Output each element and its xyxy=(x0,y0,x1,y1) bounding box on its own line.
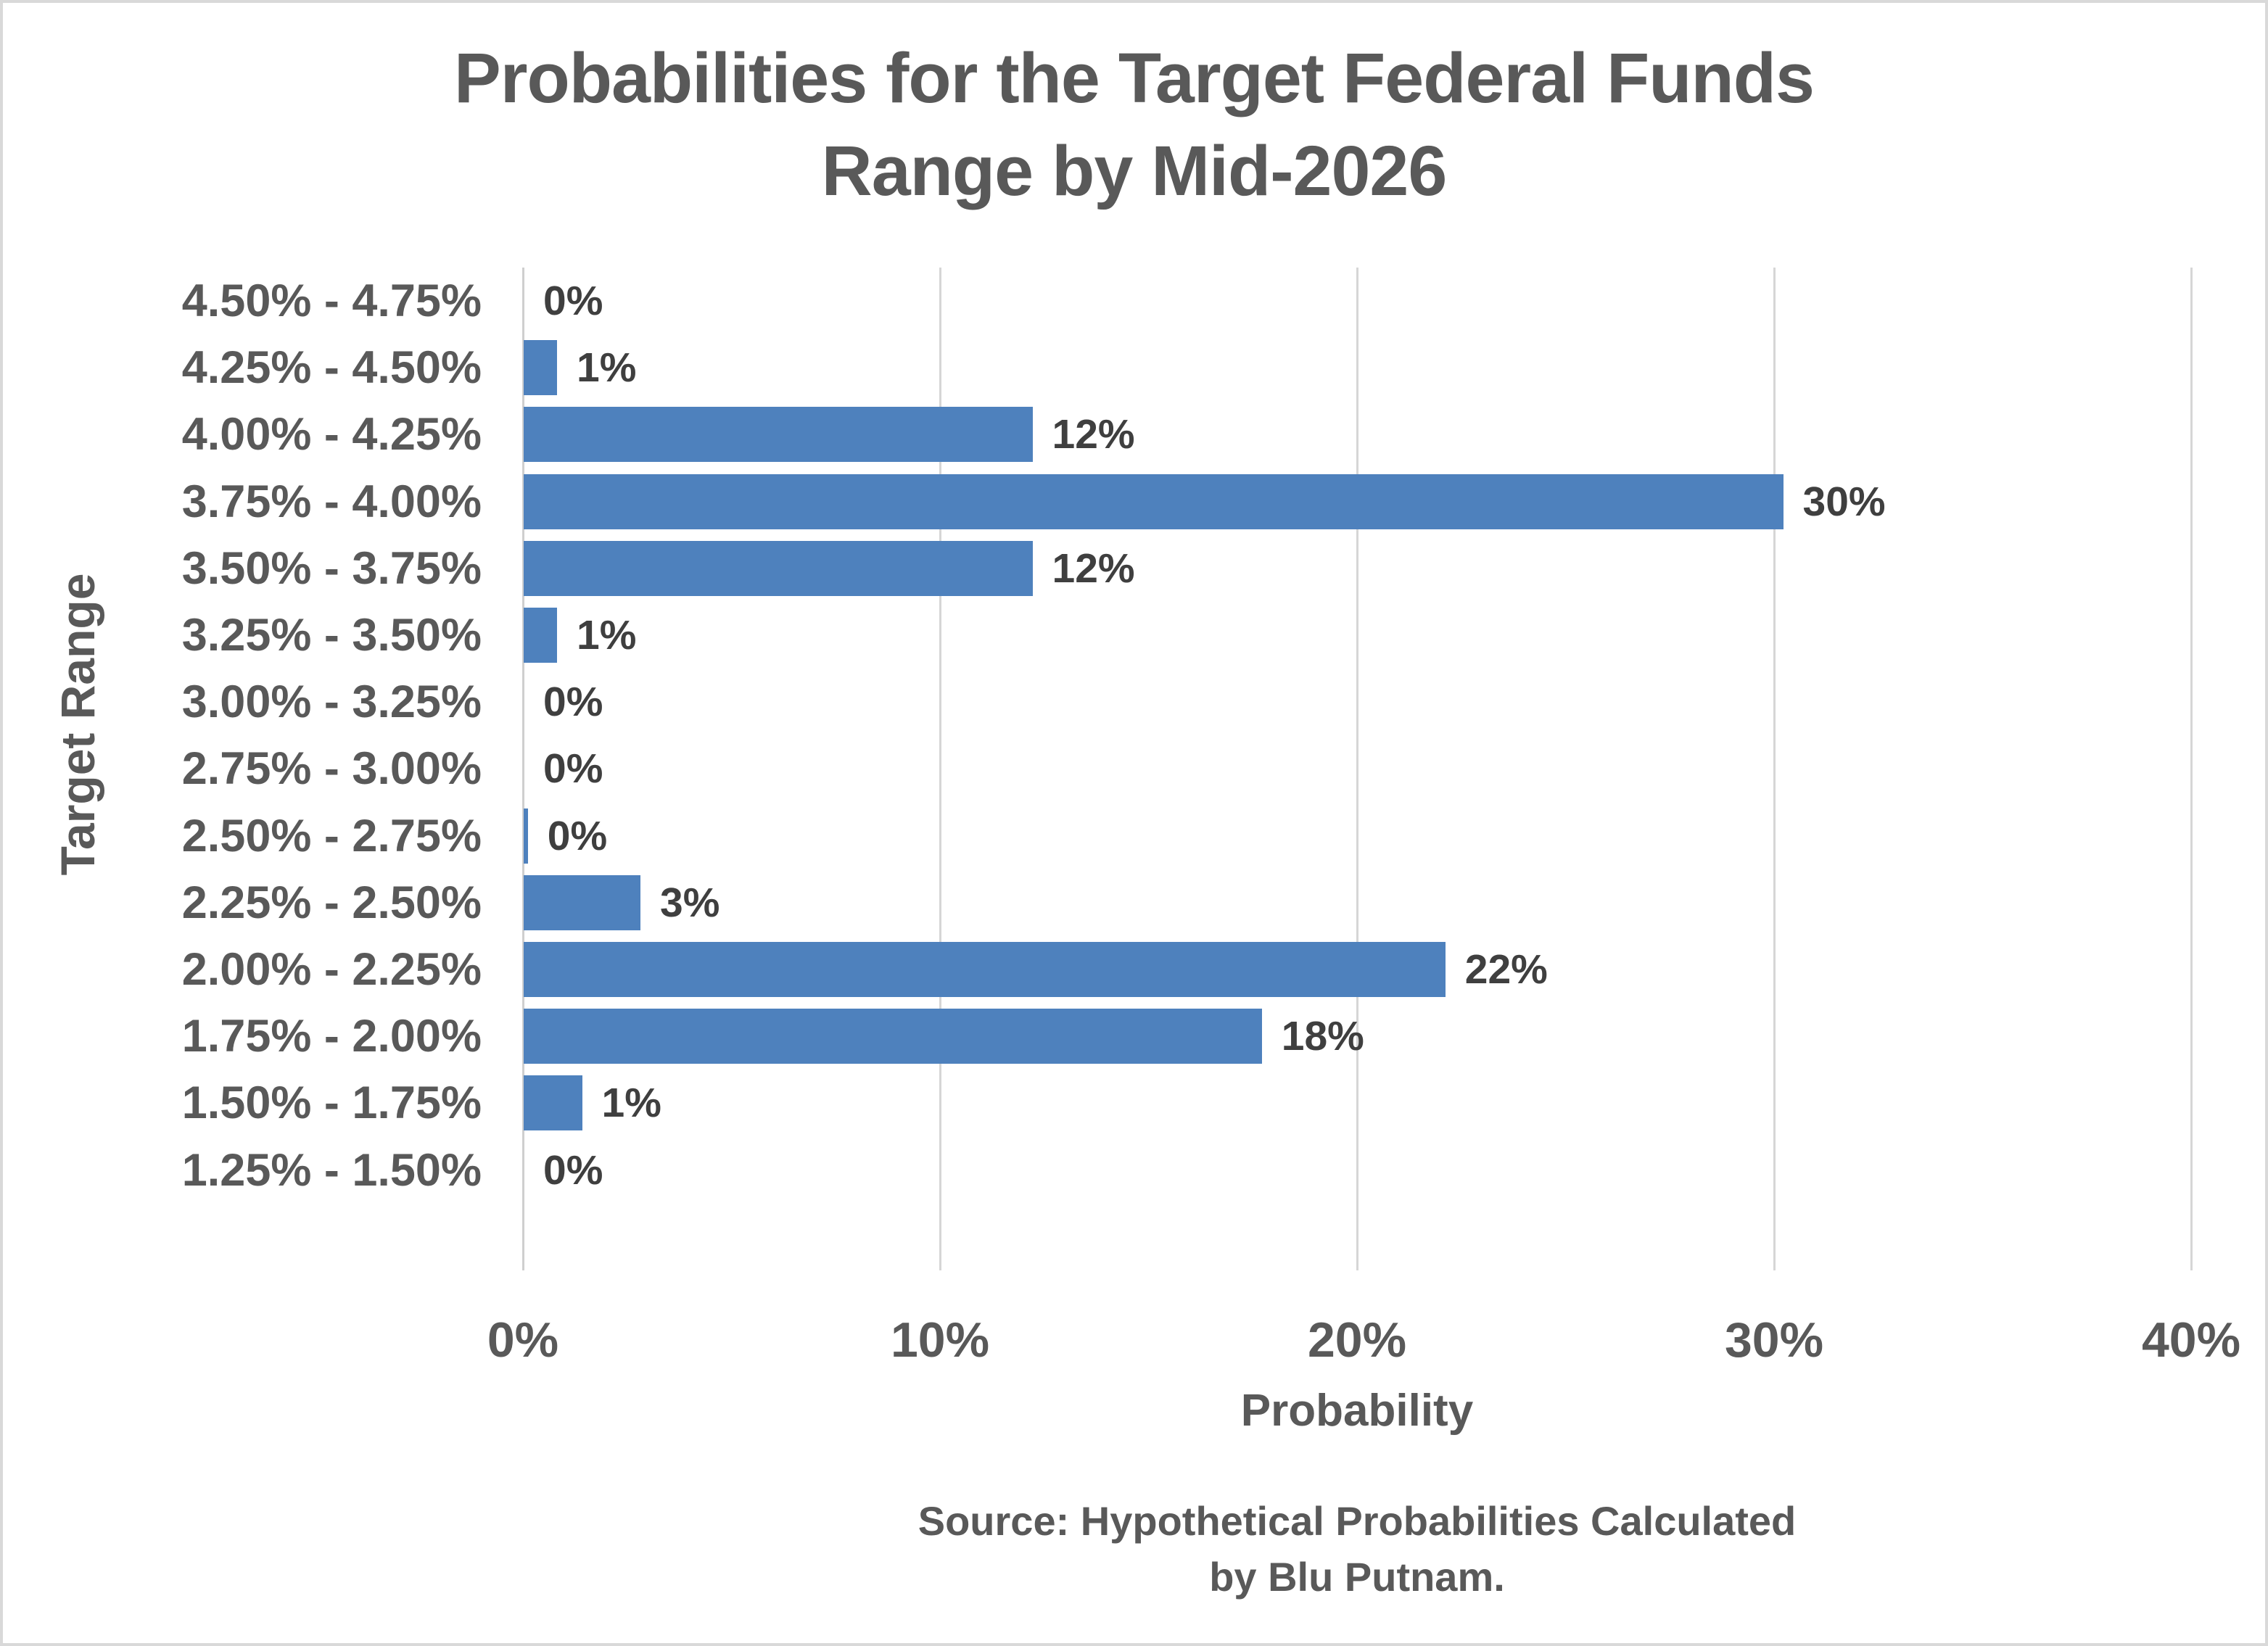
bar-row: 1% xyxy=(523,1070,2191,1136)
category-label: 1.25% - 1.50% xyxy=(181,1144,482,1196)
source-line-1: Source: Hypothetical Probabilities Calcu… xyxy=(917,1498,1797,1544)
plot-area: 0% 1% 12% 30% 12% 1% 0% 0% 0% 3% 22% 18% 1% 0% xyxy=(521,268,2193,1270)
category-label: 3.25% - 3.50% xyxy=(181,610,482,661)
bar-row: 3% xyxy=(523,869,2191,936)
bar-row: 0% xyxy=(523,1137,2191,1204)
gridline-10pct xyxy=(939,268,941,1270)
zero-axis-line xyxy=(521,268,524,1270)
category-label: 1.50% - 1.75% xyxy=(181,1078,482,1129)
bar-row: 12% xyxy=(523,401,2191,468)
value-label: 12% xyxy=(1052,545,1135,592)
gridline-40pct xyxy=(2190,268,2193,1270)
bar xyxy=(524,942,1446,997)
bar-row: 1% xyxy=(523,334,2191,401)
bar xyxy=(524,1009,1262,1064)
value-label: 1% xyxy=(601,1080,661,1127)
category-label: 1.75% - 2.00% xyxy=(181,1011,482,1062)
chart-title-line-1: Probabilities for the Target Federal Fun… xyxy=(454,38,1815,117)
category-label: 4.25% - 4.50% xyxy=(181,342,482,394)
value-label: 0% xyxy=(543,745,603,793)
value-label: 12% xyxy=(1052,411,1135,458)
source-line-2: by Blu Putnam. xyxy=(1209,1554,1505,1600)
x-tick-label: 40% xyxy=(2141,1312,2241,1368)
bar-row: 30% xyxy=(523,468,2191,535)
bar-row: 12% xyxy=(523,535,2191,602)
chart-title: Probabilities for the Target Federal Fun… xyxy=(3,32,2265,218)
bar xyxy=(524,340,557,396)
gridline-30pct xyxy=(1773,268,1776,1270)
value-label: 18% xyxy=(1281,1013,1364,1060)
gridline-20pct xyxy=(1356,268,1358,1270)
bar-row: 1% xyxy=(523,602,2191,669)
bar xyxy=(524,407,1033,463)
bar-row: 0% xyxy=(523,735,2191,802)
x-tick-label: 20% xyxy=(1307,1312,1407,1368)
category-label: 2.00% - 2.25% xyxy=(181,944,482,996)
bar-row: 0% xyxy=(523,669,2191,735)
category-label: 3.75% - 4.00% xyxy=(181,476,482,527)
x-axis-title: Probability xyxy=(1240,1386,1474,1436)
value-label: 1% xyxy=(577,612,637,659)
bar xyxy=(524,874,640,930)
bar-row: 22% xyxy=(523,936,2191,1003)
bar-row: 18% xyxy=(523,1003,2191,1070)
value-label: 30% xyxy=(1802,478,1886,525)
category-label: 2.50% - 2.75% xyxy=(181,810,482,861)
value-label: 0% xyxy=(543,679,603,726)
source-note: Source: Hypothetical Probabilities Calcu… xyxy=(523,1493,2191,1605)
category-label: 2.25% - 2.50% xyxy=(181,877,482,928)
category-label: 3.00% - 3.25% xyxy=(181,677,482,728)
bar xyxy=(524,540,1033,596)
category-label: 4.00% - 4.25% xyxy=(181,409,482,460)
x-tick-label: 30% xyxy=(1724,1312,1824,1368)
category-label: 2.75% - 3.00% xyxy=(181,743,482,795)
value-label: 0% xyxy=(543,1146,603,1194)
chart-title-line-2: Range by Mid-2026 xyxy=(821,131,1448,211)
x-tick-label: 0% xyxy=(487,1312,559,1368)
bar xyxy=(524,1075,582,1131)
value-label: 22% xyxy=(1464,946,1548,993)
value-label: 1% xyxy=(577,344,637,392)
category-label: 4.50% - 4.75% xyxy=(181,276,482,327)
bar xyxy=(524,473,1784,529)
bar-row: 0% xyxy=(523,268,2191,334)
bar xyxy=(524,608,557,663)
category-label: 3.50% - 3.75% xyxy=(181,542,482,594)
value-label: 0% xyxy=(543,278,603,325)
value-label: 3% xyxy=(660,879,720,926)
value-label: 0% xyxy=(547,812,608,859)
x-tick-label: 10% xyxy=(890,1312,990,1368)
bar-row: 0% xyxy=(523,803,2191,869)
bar xyxy=(524,808,528,864)
